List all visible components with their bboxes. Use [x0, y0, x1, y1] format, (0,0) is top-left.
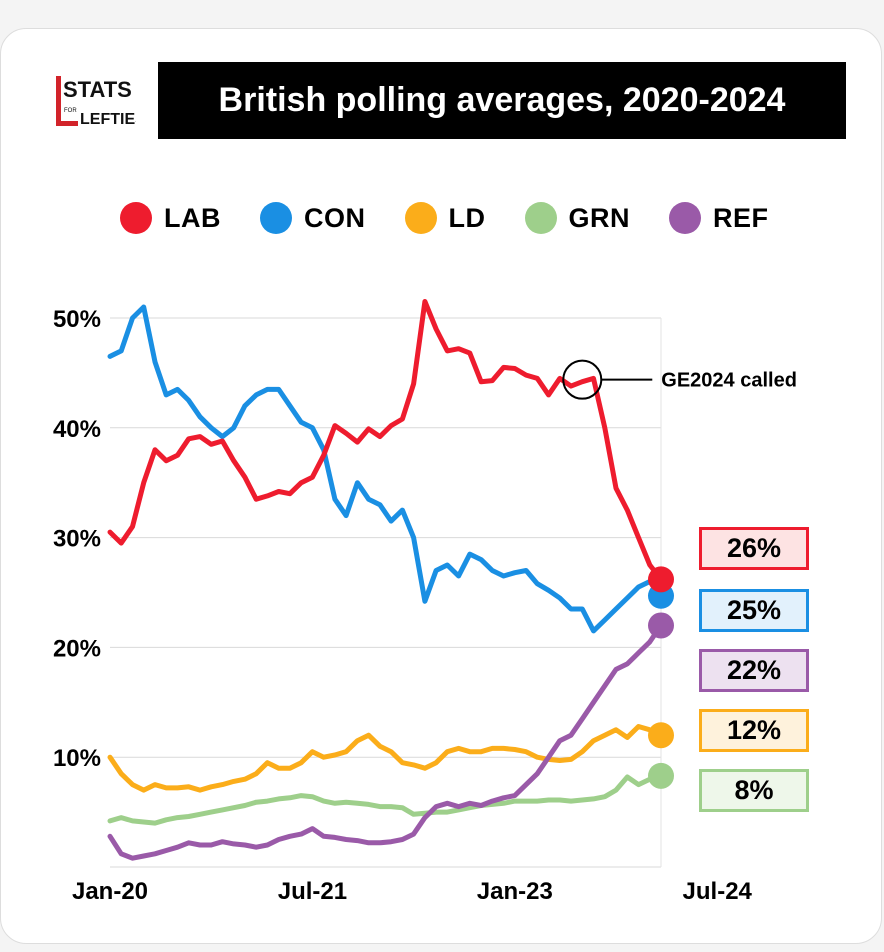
series-line-ld — [107, 724, 664, 793]
chart-title: British polling averages, 2020-2024 — [158, 62, 846, 139]
legend-item-lab: LAB — [120, 202, 221, 234]
legend-swatch-con — [260, 202, 292, 234]
logo-text-small: FOR — [64, 108, 77, 114]
series-line-lab — [107, 299, 664, 582]
legend-label-ref: REF — [713, 202, 769, 233]
x-tick-label: Jul-21 — [278, 878, 347, 905]
end-value-label-ref: 22% — [699, 649, 809, 692]
end-value-label-grn: 8% — [699, 769, 809, 812]
series-line-con — [107, 304, 664, 634]
legend-label-grn: GRN — [568, 202, 630, 233]
end-value-label-con: 25% — [699, 589, 809, 632]
legend-label-lab: LAB — [164, 202, 221, 233]
legend-item-ld: LD — [404, 202, 486, 234]
legend-item-grn: GRN — [524, 202, 631, 234]
series-end-dot-ref — [648, 612, 674, 639]
legend-swatch-lab — [120, 202, 152, 234]
y-tick-label: 10% — [53, 745, 101, 772]
stats-for-lefties-logo: STATS FOR LEFTIES — [56, 76, 136, 128]
y-tick-label: 20% — [53, 635, 101, 662]
y-tick-label: 50% — [53, 306, 101, 333]
x-tick-label: Jul-24 — [683, 878, 753, 905]
y-tick-label: 30% — [53, 526, 101, 553]
logo-text-stats: STATS — [63, 77, 132, 102]
legend-label-ld: LD — [448, 202, 486, 233]
legend-item-ref: REF — [669, 202, 769, 234]
legend-swatch-grn — [524, 202, 557, 234]
legend-label-con: CON — [304, 202, 366, 233]
chart-legend: LAB CON LD GRN REF — [120, 198, 808, 238]
x-tick-label: Jan-23 — [477, 878, 553, 905]
end-value-label-lab: 26% — [699, 527, 809, 570]
logo-text-lefties: LEFTIES — [80, 111, 136, 128]
legend-swatch-ld — [404, 202, 437, 234]
y-tick-label: 40% — [53, 416, 101, 443]
x-tick-label: Jan-20 — [72, 878, 148, 905]
annotation-label: GE2024 called — [661, 370, 797, 392]
series-line-grn — [107, 773, 664, 826]
series-end-dot-lab — [648, 566, 674, 593]
legend-item-con: CON — [260, 202, 366, 234]
end-value-label-ld: 12% — [699, 709, 809, 752]
series-line-ref — [107, 622, 664, 861]
legend-swatch-ref — [669, 202, 701, 234]
series-end-dot-grn — [648, 762, 674, 789]
series-end-dot-ld — [648, 722, 674, 749]
